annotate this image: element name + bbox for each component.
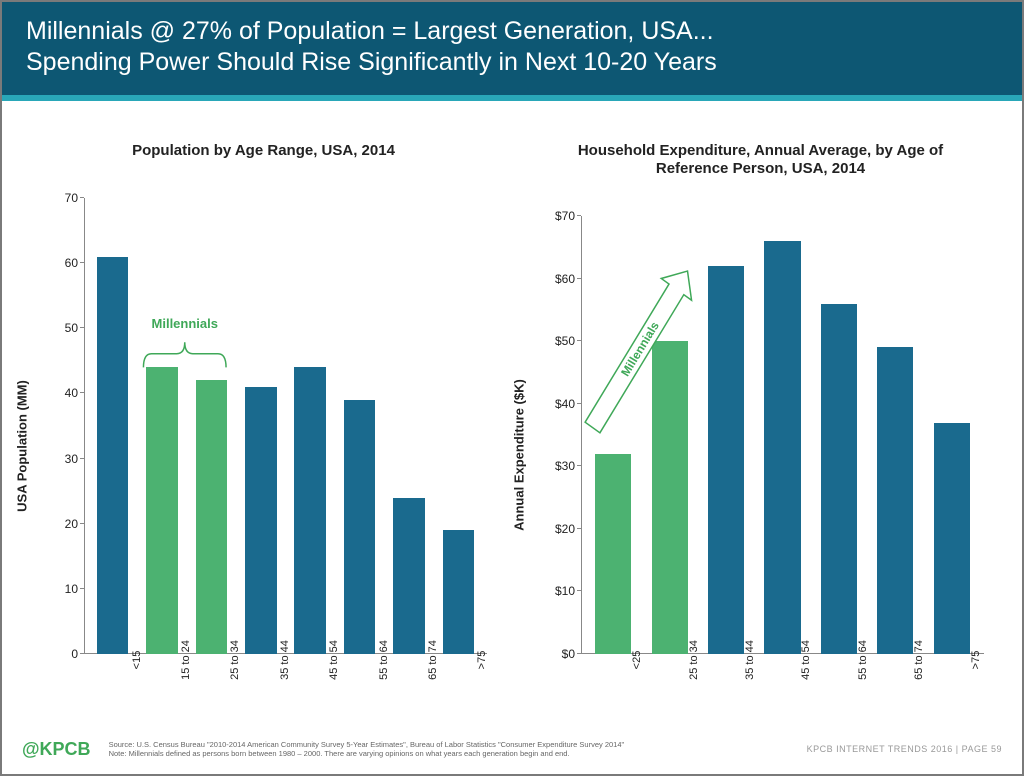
chart-body-right: Annual Expenditure ($K) <2525 to 3435 to… xyxy=(527,186,994,724)
ytick-mark xyxy=(577,465,581,466)
bar-slot: 35 to 44 xyxy=(698,216,754,654)
bar-slot: 55 to 64 xyxy=(811,216,867,654)
bar xyxy=(443,530,475,654)
ytick-mark xyxy=(577,278,581,279)
ytick-label: 50 xyxy=(65,321,78,335)
ytick-label: $50 xyxy=(555,334,575,348)
bar-slot: 15 to 24 xyxy=(137,198,186,654)
bar-slot: 45 to 54 xyxy=(754,216,810,654)
bars-container: <2525 to 3435 to 4445 to 5455 to 6465 to… xyxy=(581,216,984,654)
ylabel-left: USA Population (MM) xyxy=(15,380,30,512)
bars-container: <1515 to 2425 to 3435 to 4445 to 5455 to… xyxy=(84,198,487,654)
ytick-mark xyxy=(80,262,84,263)
ytick-label: $60 xyxy=(555,272,575,286)
slide: Millennials @ 27% of Population = Larges… xyxy=(0,0,1024,776)
chart-title-right: Household Expenditure, Annual Average, b… xyxy=(527,122,994,186)
ytick-label: 20 xyxy=(65,517,78,531)
chart-body-left: USA Population (MM) <1515 to 2425 to 343… xyxy=(30,168,497,724)
ytick-mark xyxy=(577,215,581,216)
plot-area-left: <1515 to 2425 to 3435 to 4445 to 5455 to… xyxy=(84,198,487,654)
ytick-label: 30 xyxy=(65,452,78,466)
bar xyxy=(245,387,277,654)
bar xyxy=(196,380,228,654)
bar-slot: 55 to 64 xyxy=(335,198,384,654)
ytick-mark xyxy=(80,523,84,524)
kpcb-logo: @KPCB xyxy=(22,739,91,760)
bar xyxy=(146,367,178,654)
bar xyxy=(652,341,688,654)
source-note: Source: U.S. Census Bureau "2010-2014 Am… xyxy=(109,740,807,759)
ytick-label: 70 xyxy=(65,191,78,205)
ytick-label: $70 xyxy=(555,209,575,223)
plot-area-right: <2525 to 3435 to 4445 to 5455 to 6465 to… xyxy=(581,216,984,654)
title-line-1: Millennials @ 27% of Population = Larges… xyxy=(26,16,998,47)
ytick-mark xyxy=(80,458,84,459)
bar-slot: <15 xyxy=(88,198,137,654)
title-line-2: Spending Power Should Rise Significantly… xyxy=(26,47,998,78)
ytick-mark xyxy=(577,340,581,341)
xtick-label: 65 to 74 xyxy=(895,640,925,680)
expenditure-chart: Household Expenditure, Annual Average, b… xyxy=(527,122,994,724)
ytick-label: 40 xyxy=(65,386,78,400)
xtick-label: 55 to 64 xyxy=(839,640,869,680)
bar xyxy=(821,304,857,654)
bar xyxy=(877,347,913,654)
xtick-label: 45 to 54 xyxy=(782,640,812,680)
source-line-1: Source: U.S. Census Bureau "2010-2014 Am… xyxy=(109,740,807,749)
ytick-mark xyxy=(80,197,84,198)
bar xyxy=(764,241,800,654)
ytick-label: 10 xyxy=(65,582,78,596)
millennials-brace-label: Millennials xyxy=(152,316,218,331)
xtick-label: >75 xyxy=(458,651,488,670)
xtick-label: <25 xyxy=(613,651,643,670)
chart-title-left: Population by Age Range, USA, 2014 xyxy=(30,122,497,168)
ytick-mark xyxy=(577,590,581,591)
bar xyxy=(344,400,376,654)
bar-slot: 65 to 74 xyxy=(867,216,923,654)
slide-header: Millennials @ 27% of Population = Larges… xyxy=(2,2,1022,101)
bar-slot: >75 xyxy=(434,198,483,654)
ytick-label: $0 xyxy=(562,647,575,661)
page-reference: KPCB INTERNET TRENDS 2016 | PAGE 59 xyxy=(807,744,1002,754)
bar-slot: 35 to 44 xyxy=(236,198,285,654)
ytick-mark xyxy=(577,528,581,529)
ytick-label: $10 xyxy=(555,584,575,598)
bar xyxy=(393,498,425,654)
bar xyxy=(294,367,326,654)
bar xyxy=(708,266,744,654)
bar-slot: <25 xyxy=(585,216,641,654)
bar-slot: >75 xyxy=(924,216,980,654)
bar-slot: 65 to 74 xyxy=(384,198,433,654)
bar-slot: 25 to 34 xyxy=(187,198,236,654)
bar xyxy=(595,454,631,654)
population-chart: Population by Age Range, USA, 2014 USA P… xyxy=(30,122,497,724)
xtick-label: >75 xyxy=(952,651,982,670)
bar xyxy=(934,423,970,655)
ytick-mark xyxy=(577,403,581,404)
ytick-mark xyxy=(80,653,84,654)
ytick-label: $20 xyxy=(555,522,575,536)
source-line-2: Note: Millennials defined as persons bor… xyxy=(109,749,807,758)
xtick-label: 25 to 34 xyxy=(670,640,700,680)
bar xyxy=(97,257,129,654)
slide-footer: @KPCB Source: U.S. Census Bureau "2010-2… xyxy=(2,724,1022,774)
ytick-mark xyxy=(80,392,84,393)
bar-slot: 45 to 54 xyxy=(286,198,335,654)
ytick-label: 60 xyxy=(65,256,78,270)
ytick-label: $40 xyxy=(555,397,575,411)
ytick-label: 0 xyxy=(71,647,78,661)
content-area: Population by Age Range, USA, 2014 USA P… xyxy=(2,122,1022,724)
ylabel-right: Annual Expenditure ($K) xyxy=(512,379,527,531)
bar-slot: 25 to 34 xyxy=(641,216,697,654)
ytick-mark xyxy=(80,327,84,328)
ytick-mark xyxy=(577,653,581,654)
ytick-label: $30 xyxy=(555,459,575,473)
xtick-label: 35 to 44 xyxy=(726,640,756,680)
ytick-mark xyxy=(80,588,84,589)
